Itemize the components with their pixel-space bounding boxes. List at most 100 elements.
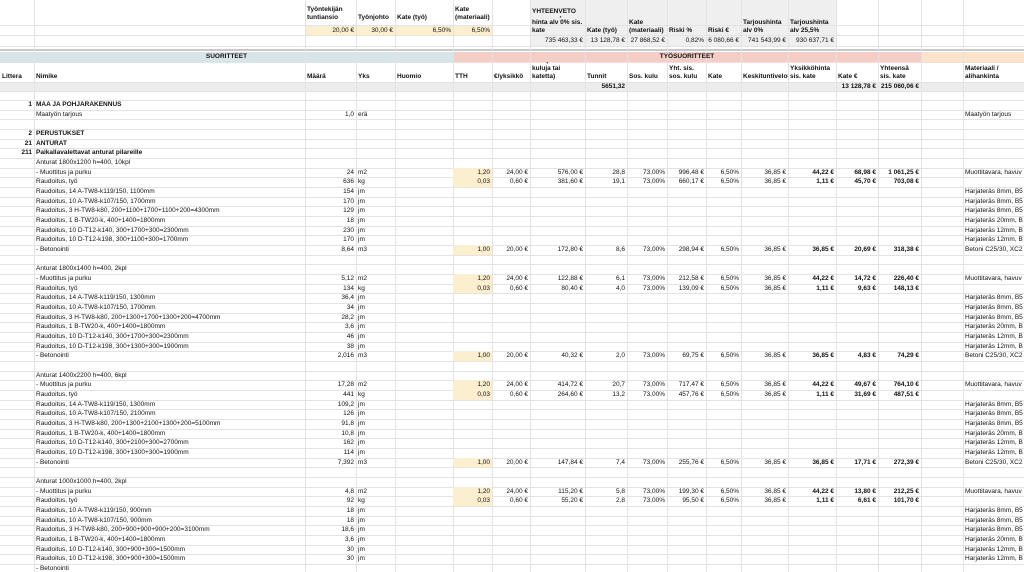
cell-kesk: 36,85 € — [764, 246, 786, 254]
cell-materiaali: Harjateräs 12mm, B — [965, 226, 1023, 234]
cell-kate-eur: 6,61 € — [857, 497, 876, 505]
grid-line — [0, 206, 1024, 207]
cell-kesk: 36,85 € — [764, 497, 786, 505]
cell-materiaali: Harjateräs 20mm, B — [965, 429, 1023, 437]
cell-kate: 6,50% — [720, 284, 739, 292]
cell-tunnit: 2,8 — [615, 497, 625, 505]
column-header: Huomio — [397, 73, 422, 80]
grid-line — [0, 361, 1024, 362]
cell-kate-eur: 14,72 € — [854, 275, 876, 283]
grid-line — [0, 458, 1024, 459]
cell-maara: 170 — [343, 197, 354, 205]
cell-materiaali: Harjateräs 8mm, B5 — [965, 188, 1023, 196]
grid-line — [0, 255, 1024, 256]
cell-yhteensa: 272,39 € — [893, 458, 919, 466]
cell-materiaali: Harjateräs 8mm, B5 — [965, 313, 1023, 321]
grid-line — [0, 119, 1024, 120]
grid-line — [0, 91, 1024, 92]
grid-line — [878, 0, 879, 572]
cell-tunnit: 20,7 — [612, 381, 625, 389]
cell-yht: 576,00 € — [557, 168, 583, 176]
cell-sos: 73,00% — [642, 246, 665, 254]
cell-tth: 1,20 — [453, 486, 492, 497]
cell-kate-eur: 31,69 € — [854, 391, 876, 399]
grid-line — [0, 158, 1024, 159]
cell-yksikko: 44,22 € — [812, 275, 834, 283]
cell-tunnit: 28,8 — [612, 168, 625, 176]
grid-line — [0, 313, 1024, 314]
cell-materiaali: Muottitavara, havuv — [965, 168, 1022, 176]
grid-line — [0, 419, 1024, 420]
cell-yksikko: 36,85 € — [812, 246, 834, 254]
grid-line — [0, 487, 1024, 488]
cell-materiaali: Harjateräs 12mm, B — [965, 449, 1023, 457]
grid-line — [0, 264, 1024, 265]
cell-maara: 5,12 — [341, 275, 354, 283]
cell-kesk: 36,85 € — [764, 168, 786, 176]
cell-sos: 73,00% — [642, 391, 665, 399]
cell-kate-eur: 4,83 € — [857, 352, 876, 360]
grid-line — [0, 409, 1024, 410]
cell-maara: 24 — [346, 168, 354, 176]
grid-line — [0, 235, 1024, 236]
grid-line — [0, 380, 1024, 381]
grid-line — [0, 429, 1024, 430]
cell-yks: m2 — [358, 168, 368, 176]
cell-yht: 55,20 € — [561, 497, 583, 505]
cell-maara: 114 — [343, 449, 354, 457]
summary-value: 0,82% — [685, 37, 704, 44]
cell-maara: 91,8 — [341, 420, 354, 428]
cell-sos: 73,00% — [642, 352, 665, 360]
cell-tth: 0,03 — [453, 390, 492, 400]
grid-line — [921, 0, 922, 572]
total-cell: 5651,32 — [601, 83, 626, 90]
cell-nimike: - Betonointi — [36, 246, 69, 254]
grid-line — [0, 564, 1024, 565]
cell-eur-yks: 24,00 € — [506, 275, 528, 283]
cell-materiaali: Harjateräs 20mm, B — [965, 536, 1023, 544]
cell-materiaali: Betoni C25/30, XC2 — [965, 246, 1023, 254]
section-band — [921, 52, 1024, 62]
cell-kate-eur: 17,71 € — [854, 458, 876, 466]
cell-eur-yks: 20,00 € — [506, 458, 528, 466]
grid-line — [0, 554, 1024, 555]
cell-nimike: Raudoitus, 10 A-TW8-k107/150, 2100mm — [36, 410, 156, 418]
cell-sos: 73,00% — [642, 275, 665, 283]
param-label: Työntekijän tuntiansio — [307, 6, 343, 21]
cell-kate: 6,50% — [720, 352, 739, 360]
cell-yks: kg — [358, 391, 365, 399]
cell-maara: 126 — [343, 410, 354, 418]
cell-maara: 46 — [346, 333, 354, 341]
grid-line — [0, 322, 1024, 323]
cell-tth: 1,20 — [453, 380, 492, 391]
column-header: Tunnit — [587, 73, 607, 80]
grid-line — [0, 467, 1024, 468]
grid-line — [0, 303, 1024, 304]
cell-kate-eur: 13,80 € — [854, 487, 876, 495]
cell-materiaali: Harjateräs 8mm, B5 — [965, 197, 1023, 205]
totals-background — [0, 82, 1024, 91]
cell-maara: 1,0 — [344, 110, 354, 118]
cell-yks: m2 — [358, 275, 368, 283]
grid-line — [0, 82, 1024, 83]
column-header: Kate € — [838, 73, 858, 80]
cell-yhteensa: 1 061,25 € — [888, 168, 919, 176]
cell-yht: 80,40 € — [561, 284, 583, 292]
param-value: 6,50% — [471, 27, 490, 34]
cell-materiaali: Harjateräs 12mm, B — [965, 439, 1023, 447]
cell-materiaali: Harjateräs 12mm, B — [965, 236, 1023, 244]
cell-nimike: - Muottitus ja purku — [36, 275, 92, 283]
cell-materiaali: Harjateräs 8mm, B5 — [965, 294, 1023, 302]
grid-line — [0, 226, 1024, 227]
cell-nimike: Raudoitus, 3 H-TW8-k80, 200+1100+1700+11… — [36, 207, 220, 215]
cell-sos: 73,00% — [642, 497, 665, 505]
cell-yhteensa: 487,51 € — [893, 391, 919, 399]
cell-nimike: - Betonointi — [36, 352, 69, 360]
summary-label: Riski € — [708, 27, 729, 34]
cell-nimike: Raudoitus, työ — [36, 178, 78, 186]
cell-materiaali: Harjateräs 20mm, B — [965, 323, 1023, 331]
cell-yks: jm — [358, 226, 365, 234]
cell-nimike: - Muottitus ja purku — [36, 487, 92, 495]
grid-line — [0, 274, 1024, 275]
cell-yks: jm — [358, 545, 365, 553]
